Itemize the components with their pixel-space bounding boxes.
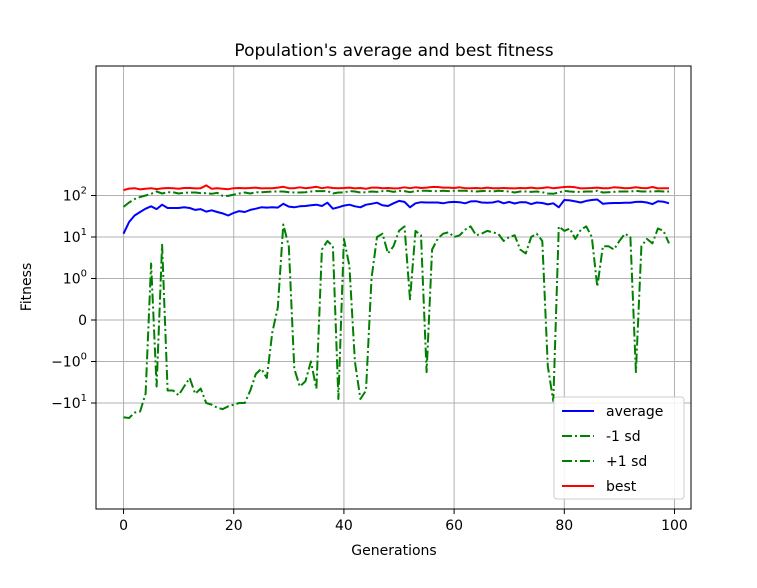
x-tick-label: 100: [661, 518, 688, 534]
legend-label-minus-sd: -1 sd: [606, 429, 641, 445]
chart-title: Population's average and best fitness: [234, 41, 553, 61]
x-axis: 0 20 40 60 80 100: [119, 509, 688, 534]
legend-label-plus-sd: +1 sd: [606, 454, 647, 470]
legend-label-best: best: [606, 479, 637, 495]
y-tick-label: 0: [78, 313, 87, 329]
series-line-minus-sd: [123, 223, 670, 419]
x-tick-label: 80: [555, 518, 573, 534]
x-tick-label: 40: [335, 518, 353, 534]
legend-box: [553, 396, 685, 500]
series-layer: [122, 184, 670, 419]
y-tick-label: 102: [63, 186, 87, 205]
y-axis: 102 101 100 0 −100 −101: [51, 186, 96, 412]
series-line-average: [122, 198, 670, 235]
y-tick-label: 101: [63, 227, 87, 246]
y-tick-label: 100: [63, 269, 87, 288]
plot-frame: [95, 65, 692, 510]
x-tick-label: 0: [119, 518, 128, 534]
x-tick-label: 20: [225, 518, 243, 534]
series-line-best: [123, 184, 669, 192]
legend: average -1 sd +1 sd best: [553, 396, 685, 500]
y-axis-label: Fitness: [19, 263, 35, 312]
series-line-plus-sd: [122, 189, 669, 208]
y-tick-label: −101: [51, 393, 87, 412]
legend-label-average: average: [606, 404, 663, 420]
grid-lines: [96, 66, 691, 509]
x-tick-label: 60: [445, 518, 463, 534]
y-tick-label: −100: [51, 352, 87, 371]
x-axis-label: Generations: [351, 543, 436, 559]
